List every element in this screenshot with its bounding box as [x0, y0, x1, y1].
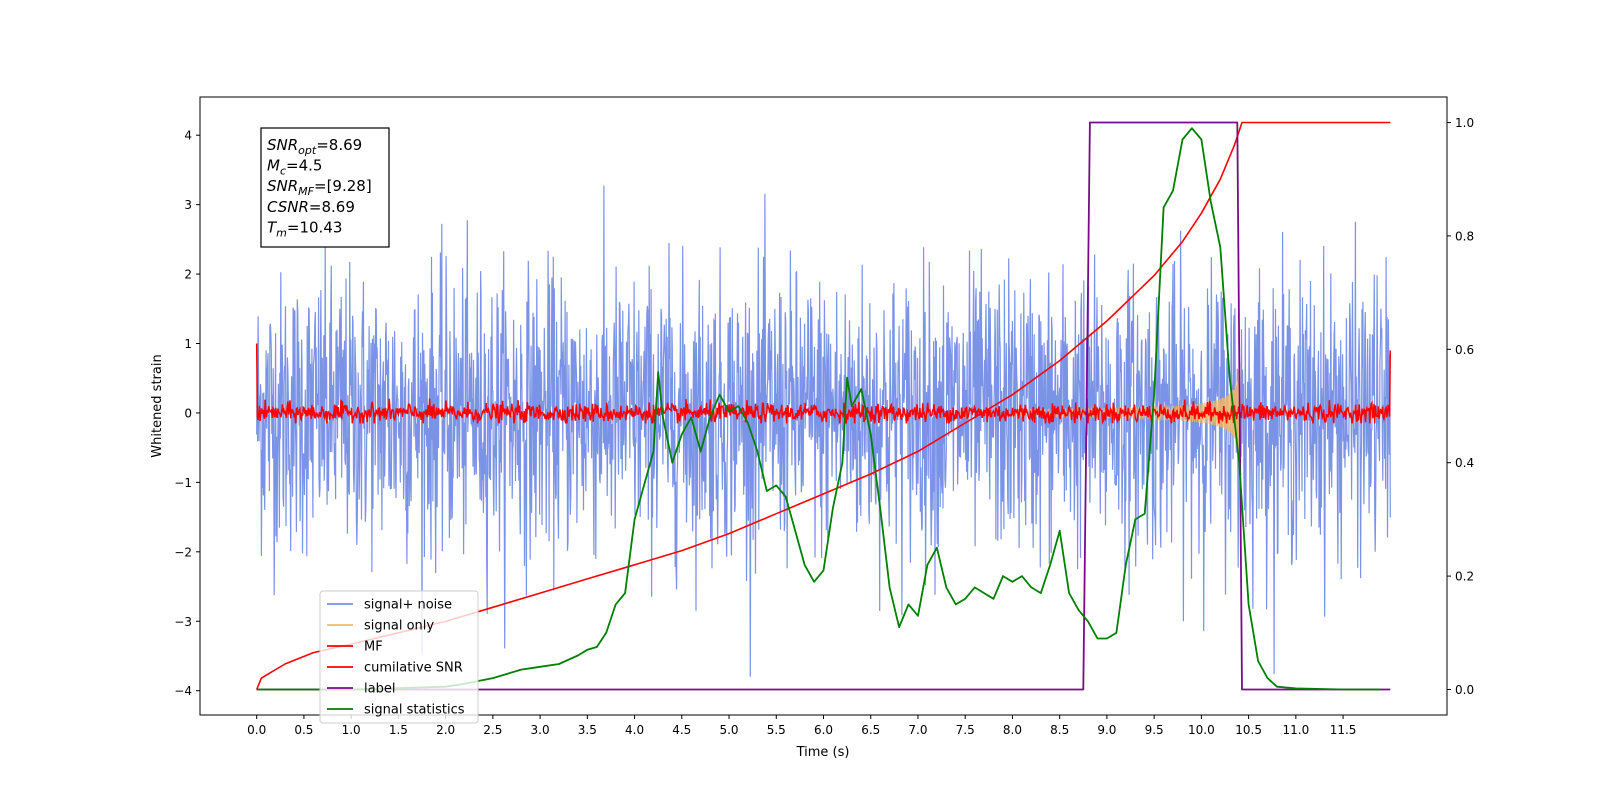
x-tick-label: 10.5: [1235, 723, 1262, 737]
y-tick-label-right: 0.6: [1455, 343, 1474, 357]
y-axis-label: Whitened strain: [150, 354, 165, 457]
x-tick-label: 8.5: [1050, 723, 1069, 737]
x-tick-label: 2.5: [483, 723, 502, 737]
x-tick-label: 0.5: [294, 723, 313, 737]
x-tick-label: 7.5: [956, 723, 975, 737]
series-mf: [255, 343, 1392, 425]
y-tick-label-left: 1: [184, 337, 192, 351]
legend: signal+ noise signal only MF cumilative SNR…: [319, 590, 479, 724]
y-tick-label-left: −3: [174, 615, 192, 629]
x-tick-label: 11.5: [1330, 723, 1357, 737]
legend-label: cumilative SNR: [364, 661, 463, 676]
x-tick-label: 1.0: [342, 723, 361, 737]
y-tick-label-left: 3: [184, 198, 192, 212]
annotation-line: SNRopt=8.69: [267, 136, 362, 157]
x-tick-label: 6.0: [814, 723, 833, 737]
annotation-line: Tm=10.43: [267, 218, 342, 239]
y-tick-label-left: 2: [184, 268, 192, 282]
y-axis-left: 4 3 2 1 0 −1 −2 −3 −4: [174, 129, 200, 698]
x-tick-label: 9.0: [1097, 723, 1116, 737]
legend-frame: [319, 590, 479, 724]
x-axis: 0.0 0.5 1.0 1.5 2.0 2.5 3.0 3.5 4.0 4.5 5.0 5.5 6.0 6…: [247, 715, 1356, 737]
x-tick-label: 6.5: [861, 723, 880, 737]
series-label: [256, 121, 1391, 691]
x-tick-label: 8.0: [1003, 723, 1022, 737]
x-tick-label: 3.5: [578, 723, 597, 737]
y-tick-label-right: 0.0: [1455, 683, 1474, 697]
x-tick-label: 0.0: [247, 723, 266, 737]
annotation-line: CSNR=8.69: [267, 198, 355, 216]
series-signal-noise: [256, 185, 1391, 677]
y-tick-label-right: 0.2: [1455, 570, 1474, 584]
legend-label: signal only: [364, 619, 434, 634]
y-tick-label-left: −1: [174, 476, 192, 490]
x-tick-label: 11.0: [1282, 723, 1309, 737]
legend-label: MF: [364, 640, 383, 655]
annotation-frame: [260, 127, 390, 248]
annotation-line: Mc=4.5: [267, 157, 322, 178]
y-tick-label-right: 1.0: [1455, 116, 1474, 130]
x-tick-label: 5.5: [767, 723, 786, 737]
x-tick-label: 9.5: [1145, 723, 1164, 737]
y-tick-label-left: 4: [184, 129, 192, 143]
y-tick-label-right: 0.8: [1455, 229, 1474, 243]
x-tick-label: 10.0: [1188, 723, 1215, 737]
legend-label: label: [364, 682, 395, 697]
y-tick-label-left: −2: [174, 545, 192, 559]
x-tick-label: 4.5: [672, 723, 691, 737]
x-tick-label: 4.0: [625, 723, 644, 737]
legend-label: signal+ noise: [364, 598, 452, 613]
legend-label: signal statistics: [364, 703, 465, 718]
x-tick-label: 1.5: [389, 723, 408, 737]
y-axis-right: 1.0 0.8 0.6 0.4 0.2 0.0: [1447, 116, 1474, 697]
series-signal-statistics: [256, 127, 1381, 691]
annotation-line: SNRMF=[9.28]: [267, 177, 372, 198]
x-tick-label: 7.0: [908, 723, 927, 737]
y-tick-label-left: −4: [174, 684, 192, 698]
x-axis-label: Time (s): [796, 745, 850, 760]
x-tick-label: 2.0: [436, 723, 455, 737]
x-tick-label: 5.0: [719, 723, 738, 737]
y-tick-label-right: 0.4: [1455, 456, 1474, 470]
x-tick-label: 3.0: [531, 723, 550, 737]
y-tick-label-left: 0: [184, 406, 192, 420]
